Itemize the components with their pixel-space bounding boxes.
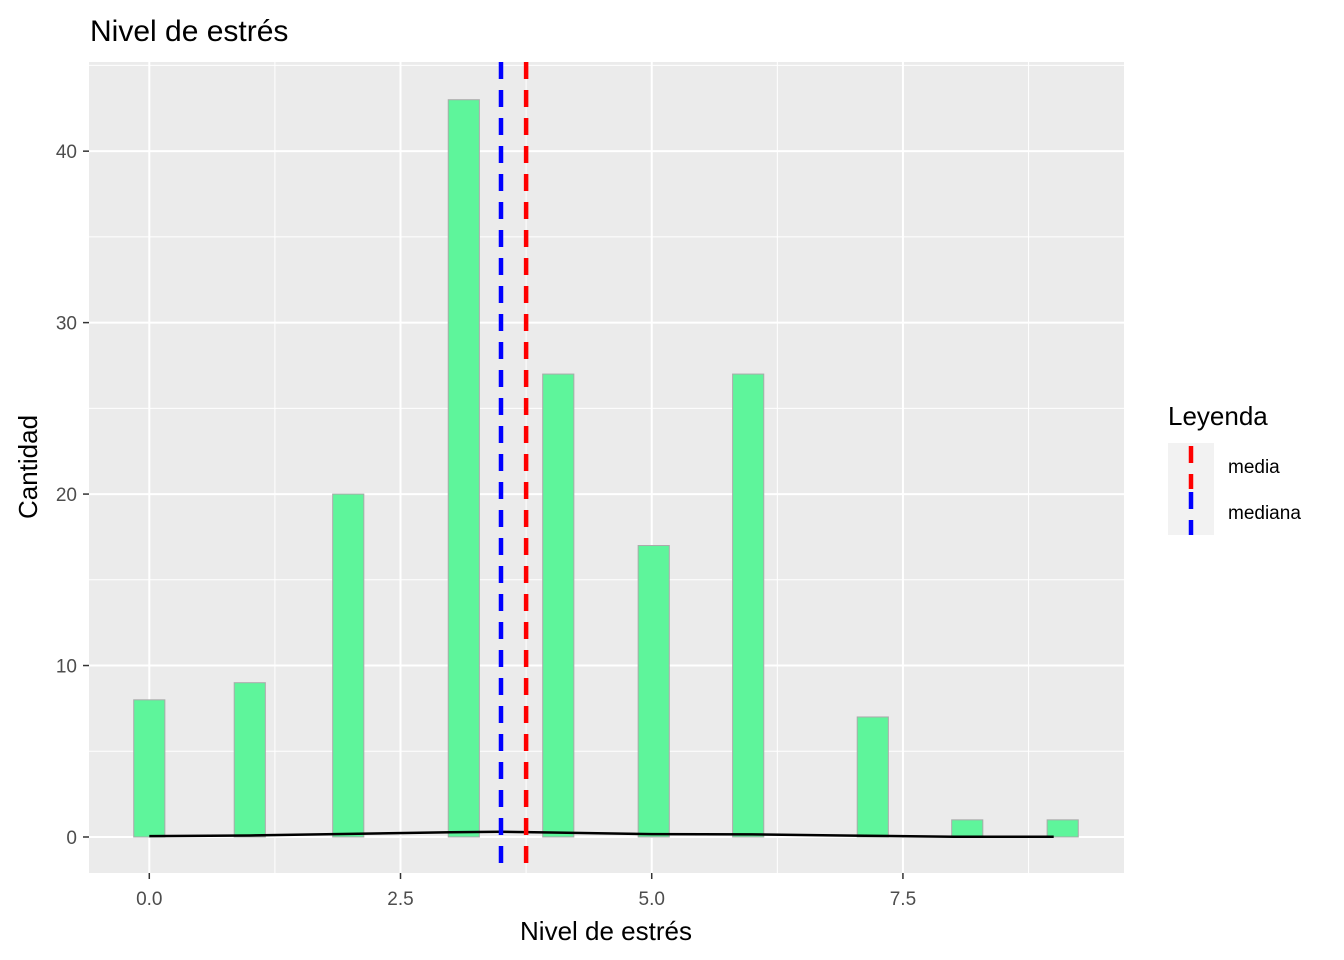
density-curve <box>149 830 1054 839</box>
y-tick-label: 40 <box>56 142 77 163</box>
y-tick-label: 20 <box>56 485 77 506</box>
x-tick-label: 2.5 <box>387 889 413 910</box>
legend-title: Leyenda <box>1168 401 1268 431</box>
y-tick-label: 30 <box>56 314 77 335</box>
histogram-bar <box>1046 819 1079 838</box>
legend-label-mediana: mediana <box>1228 503 1301 524</box>
histogram-bar <box>951 819 984 838</box>
y-axis-title: Cantidad <box>13 415 43 519</box>
histogram-bar <box>332 493 365 838</box>
chart-title: Nivel de estrés <box>90 15 288 48</box>
y-tick-label: 10 <box>56 657 77 678</box>
histogram-bar <box>856 716 889 838</box>
x-tick-label: 5.0 <box>639 889 665 910</box>
legend-label-media: media <box>1228 457 1280 478</box>
legend: Leyenda media mediana <box>1168 401 1301 535</box>
x-axis-title: Nivel de estrés <box>520 916 692 946</box>
y-tick-label: 0 <box>66 828 77 849</box>
histogram-bar <box>133 699 166 838</box>
x-tick-label: 0.0 <box>136 889 162 910</box>
histogram-bar <box>447 99 480 838</box>
histogram-bars <box>133 99 1079 838</box>
y-axis-ticks: 0 10 20 30 40 <box>56 142 89 849</box>
x-axis-ticks: 0.0 2.5 5.0 7.5 <box>136 873 916 910</box>
histogram-bar <box>542 373 575 838</box>
histogram-bar <box>637 545 670 838</box>
histogram-bar <box>233 682 266 838</box>
x-tick-label: 7.5 <box>890 889 916 910</box>
reference-lines <box>498 62 529 873</box>
histogram-bar <box>732 373 765 838</box>
density-curve-layer <box>149 830 1054 839</box>
